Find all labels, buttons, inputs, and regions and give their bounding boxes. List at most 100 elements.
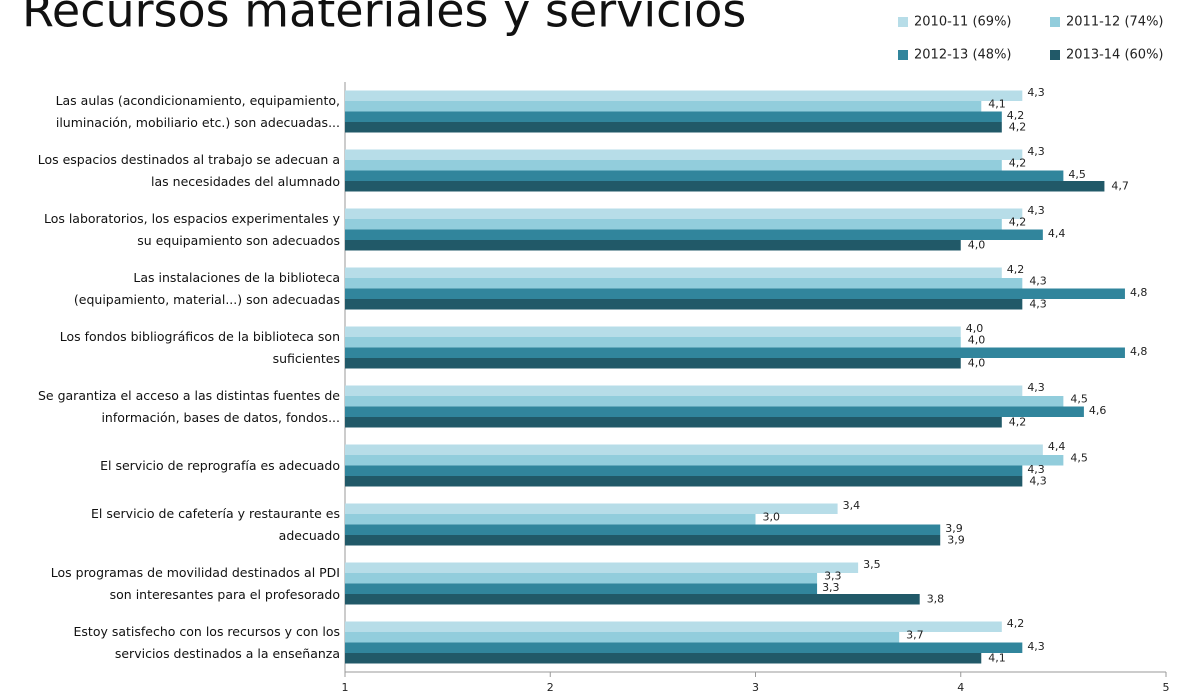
value-label: 4,2 — [1007, 263, 1025, 276]
bar — [345, 385, 1023, 396]
legend-label: 2011-12 (74%) — [1066, 15, 1164, 30]
bar — [345, 347, 1125, 358]
bar — [345, 455, 1064, 466]
category-label: Los espacios destinados al trabajo se ad… — [37, 151, 340, 189]
bar — [345, 240, 961, 251]
bar — [345, 503, 838, 514]
value-label: 4,6 — [1089, 404, 1107, 417]
value-label: 4,5 — [1070, 392, 1088, 405]
bar — [345, 642, 1023, 653]
value-label: 4,0 — [968, 238, 986, 251]
bar — [345, 594, 920, 605]
bar — [345, 90, 1023, 101]
x-tick-label: 4 — [957, 681, 964, 694]
value-label: 4,2 — [1007, 617, 1025, 630]
value-label: 4,5 — [1070, 451, 1088, 464]
bar — [345, 632, 900, 643]
legend-label: 2013-14 (60%) — [1066, 48, 1164, 63]
category-label: Los laboratorios, los espacios experimen… — [43, 210, 340, 248]
bar — [345, 621, 1002, 632]
bar — [345, 170, 1064, 181]
category-label: Los programas de movilidad destinados al… — [50, 564, 340, 602]
value-label: 4,3 — [1027, 86, 1045, 99]
category-label: Los fondos bibliográficos de la bibliote… — [59, 328, 340, 366]
x-tick-label: 3 — [752, 681, 759, 694]
bar — [345, 299, 1023, 310]
value-label: 4,3 — [1027, 381, 1045, 394]
value-label: 3,9 — [945, 522, 963, 535]
bar — [345, 406, 1084, 417]
value-label: 3,3 — [822, 581, 840, 594]
value-label: 4,3 — [1027, 204, 1045, 217]
value-label: 4,3 — [1029, 274, 1047, 287]
value-label: 4,2 — [1009, 156, 1027, 169]
value-label: 3,4 — [843, 499, 861, 512]
value-label: 4,1 — [988, 97, 1006, 110]
bar — [345, 337, 961, 348]
category-label: El servicio de cafetería y restaurante e… — [91, 505, 340, 543]
bar — [345, 181, 1105, 192]
value-label: 4,2 — [1009, 215, 1027, 228]
value-label: 4,3 — [1029, 297, 1047, 310]
legend-swatch — [898, 17, 908, 27]
value-label: 4,3 — [1029, 474, 1047, 487]
bar — [345, 208, 1023, 219]
bar — [345, 160, 1002, 171]
x-tick-label: 2 — [547, 681, 554, 694]
bar — [345, 111, 1002, 122]
value-label: 4,1 — [988, 651, 1006, 664]
value-label: 4,3 — [1027, 145, 1045, 158]
value-label: 4,3 — [1027, 463, 1045, 476]
bar — [345, 535, 941, 546]
value-label: 3,8 — [927, 592, 945, 605]
bar — [345, 524, 941, 535]
category-label: Estoy satisfecho con los recursos y con … — [73, 623, 340, 661]
bar — [345, 653, 982, 664]
value-label: 4,3 — [1027, 640, 1045, 653]
value-label: 4,4 — [1048, 440, 1066, 453]
category-label: Se garantiza el acceso a las distintas f… — [37, 387, 340, 425]
category-label: Las aulas (acondicionamiento, equipamien… — [55, 92, 340, 130]
bar — [345, 583, 818, 594]
bar — [345, 229, 1043, 240]
chart-title: Recursos materiales y servicios — [22, 0, 746, 38]
category-label: Las instalaciones de la biblioteca (equi… — [73, 269, 340, 307]
x-tick-label: 5 — [1163, 681, 1170, 694]
bar — [345, 417, 1002, 428]
value-label: 4,2 — [1009, 415, 1027, 428]
bar — [345, 444, 1043, 455]
bar — [345, 122, 1002, 133]
bar — [345, 219, 1002, 230]
value-label: 4,5 — [1068, 168, 1086, 181]
bar — [345, 573, 818, 584]
value-label: 4,7 — [1111, 179, 1129, 192]
legend-swatch — [1050, 17, 1060, 27]
bar — [345, 358, 961, 369]
bar — [345, 149, 1023, 160]
bar — [345, 288, 1125, 299]
x-tick-label: 1 — [342, 681, 349, 694]
bar — [345, 514, 756, 525]
bar — [345, 267, 1002, 278]
bar — [345, 465, 1023, 476]
bar — [345, 326, 961, 337]
value-label: 4,8 — [1130, 286, 1148, 299]
category-label: El servicio de reprografía es adecuado — [100, 457, 340, 473]
legend-label: 2010-11 (69%) — [914, 15, 1012, 30]
value-label: 4,0 — [968, 356, 986, 369]
value-label: 4,0 — [966, 322, 984, 335]
legend-swatch — [898, 50, 908, 60]
value-label: 4,4 — [1048, 227, 1066, 240]
value-label: 4,0 — [968, 333, 986, 346]
value-label: 4,2 — [1007, 109, 1025, 122]
bar — [345, 476, 1023, 487]
value-label: 3,5 — [863, 558, 881, 571]
bar — [345, 101, 982, 112]
value-label: 4,8 — [1130, 345, 1148, 358]
bar — [345, 278, 1023, 289]
value-label: 3,7 — [906, 628, 924, 641]
legend-swatch — [1050, 50, 1060, 60]
bar — [345, 396, 1064, 407]
